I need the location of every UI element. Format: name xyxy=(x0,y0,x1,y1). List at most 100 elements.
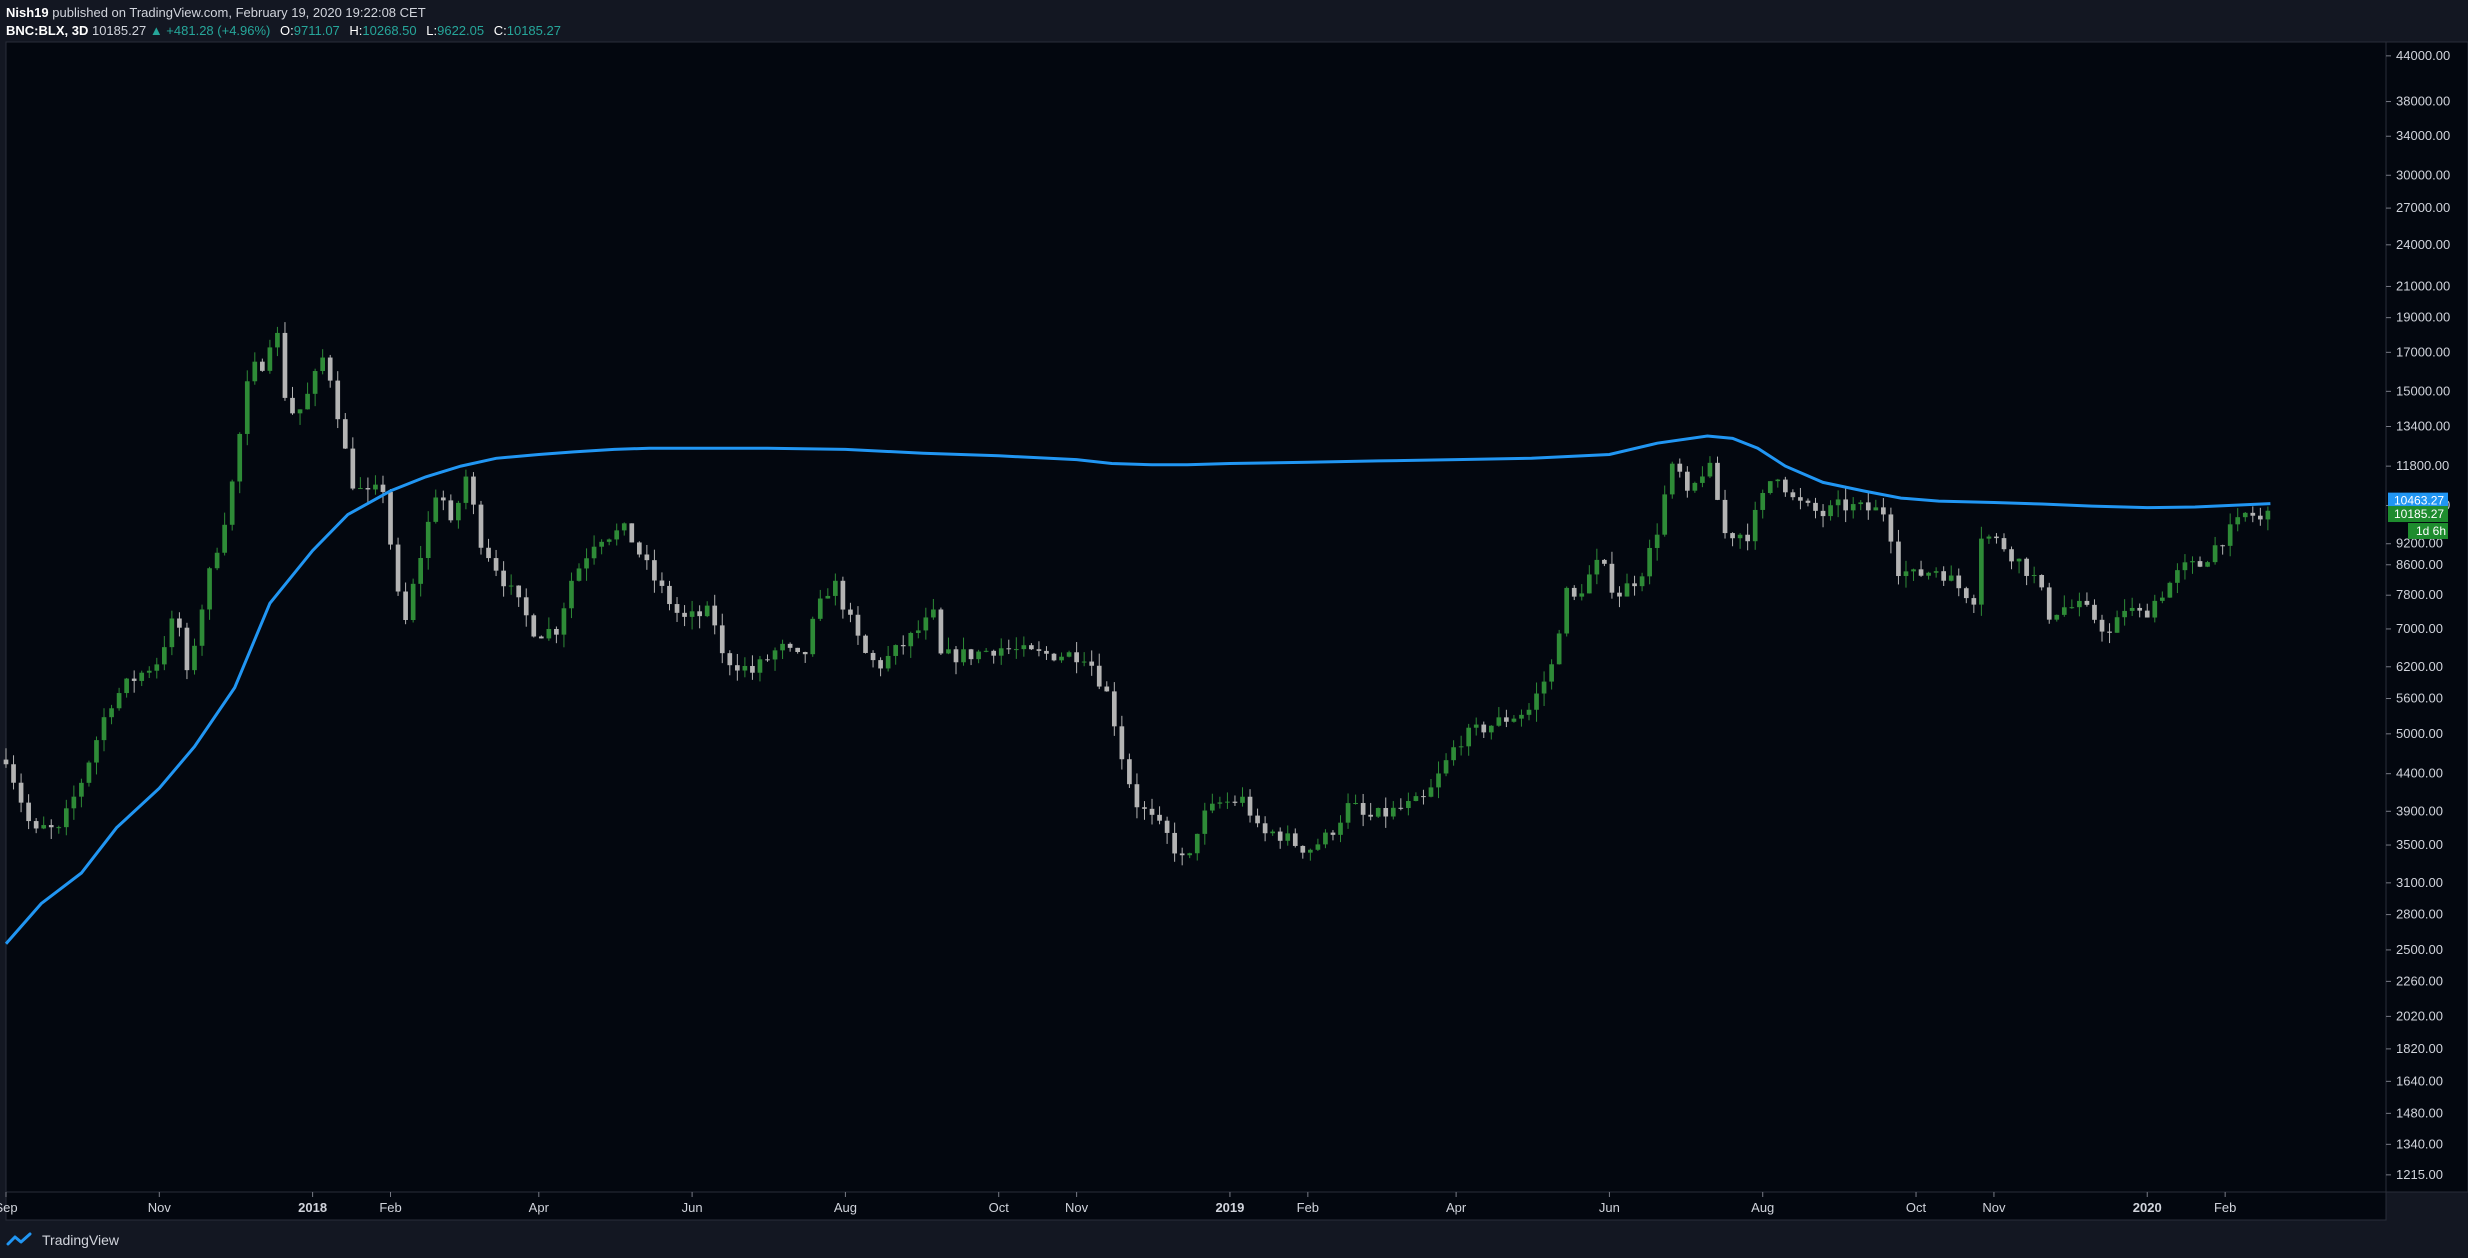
candle-body xyxy=(1225,801,1230,803)
candle-body xyxy=(2212,545,2218,563)
candle xyxy=(1677,458,1683,478)
candle xyxy=(1428,779,1434,798)
candle-body xyxy=(561,608,567,635)
candle-body xyxy=(1692,482,1698,491)
candle-body xyxy=(124,678,129,694)
candle-body xyxy=(1074,652,1079,663)
last-price-tag-label: 10185.27 xyxy=(2394,507,2444,521)
candle xyxy=(139,670,145,687)
candle xyxy=(1602,558,1607,567)
candle-body xyxy=(1466,727,1472,747)
plot-area[interactable] xyxy=(5,41,2387,1193)
candle xyxy=(2016,558,2022,574)
candle xyxy=(1300,845,1306,859)
candle-body xyxy=(1511,718,1517,722)
candle-body xyxy=(2197,561,2203,567)
candle-body xyxy=(742,665,748,671)
tradingview-logo-icon[interactable] xyxy=(6,1232,34,1248)
candle-body xyxy=(1798,497,1803,501)
candle xyxy=(1074,642,1079,674)
candle-body xyxy=(1285,833,1291,841)
candle-body xyxy=(229,481,235,525)
candle xyxy=(327,354,333,388)
candle-body xyxy=(1406,800,1411,809)
candle-body xyxy=(1745,534,1750,542)
candle-body xyxy=(591,546,597,559)
candle-body xyxy=(727,653,733,666)
candle xyxy=(1436,761,1441,799)
candle xyxy=(1029,643,1034,651)
candle-body xyxy=(350,448,356,489)
candle-body xyxy=(1013,649,1019,651)
candle xyxy=(1858,500,1864,511)
candle xyxy=(2205,560,2210,568)
candle xyxy=(1202,802,1208,845)
candle-body xyxy=(1345,803,1351,823)
ma-value-tag: 10463.27 xyxy=(2388,492,2448,509)
candle xyxy=(569,572,574,619)
candle-body xyxy=(1767,481,1773,493)
time-axis-area[interactable] xyxy=(5,1191,2387,1221)
candle-body xyxy=(1571,587,1577,597)
candle-body xyxy=(1277,831,1283,841)
candle xyxy=(1775,478,1781,488)
candle xyxy=(2152,594,2158,623)
candle xyxy=(584,548,589,581)
tradingview-brand[interactable]: TradingView xyxy=(42,1232,120,1248)
candle xyxy=(1323,829,1328,849)
candle xyxy=(252,352,258,385)
candle-body xyxy=(682,612,687,617)
candle-body xyxy=(71,796,77,809)
candle xyxy=(2061,595,2067,617)
y-tick-label: 6200.00 xyxy=(2396,659,2443,674)
candle xyxy=(403,582,408,625)
author-name[interactable]: Nish19 xyxy=(6,5,49,20)
candle xyxy=(802,651,808,663)
candle-body xyxy=(1036,649,1042,651)
countdown-tag-label: 1d 6h xyxy=(2416,524,2446,538)
candle-body xyxy=(644,554,650,561)
candle xyxy=(290,386,295,415)
candle-body xyxy=(1308,849,1313,853)
candle-body xyxy=(599,541,604,547)
candle xyxy=(116,687,122,711)
candle-body xyxy=(1262,823,1268,834)
candle-body xyxy=(1338,822,1343,835)
candle-body xyxy=(523,597,529,616)
symbol-label[interactable]: BNC:BLX, 3D xyxy=(6,23,89,38)
candle-body xyxy=(817,598,823,619)
candle-body xyxy=(2152,600,2158,618)
x-tick: 2020 xyxy=(2133,1192,2162,1215)
y-tick: 1480.00 xyxy=(2386,1105,2443,1120)
y-tick: 4400.00 xyxy=(2386,766,2443,781)
candle-body xyxy=(463,476,469,503)
candle-body xyxy=(1096,665,1102,687)
candle xyxy=(184,622,190,680)
candle xyxy=(1579,584,1585,601)
y-tick: 21000.00 xyxy=(2386,278,2450,293)
x-tick: 2019 xyxy=(1215,1192,1244,1215)
candle xyxy=(1292,828,1298,848)
candle xyxy=(712,594,718,635)
candle xyxy=(1979,526,1984,616)
candle-body xyxy=(433,497,439,522)
candle-body xyxy=(2242,512,2248,518)
candle xyxy=(1737,533,1743,549)
price-axis-area[interactable] xyxy=(2385,41,2468,1193)
candle-body xyxy=(870,652,876,661)
candle-body xyxy=(1662,494,1668,535)
x-tick: Oct xyxy=(1906,1192,1927,1215)
candle-body xyxy=(1187,853,1193,856)
candle xyxy=(1843,487,1848,523)
candle xyxy=(1443,753,1449,777)
candle-body xyxy=(1881,507,1886,515)
candle-body xyxy=(388,491,393,545)
candle-body xyxy=(1496,717,1502,726)
candle-body xyxy=(365,488,371,490)
candle-body xyxy=(1247,796,1253,816)
candle xyxy=(425,511,431,570)
candle-body xyxy=(1617,592,1622,597)
candle-body xyxy=(893,645,899,656)
